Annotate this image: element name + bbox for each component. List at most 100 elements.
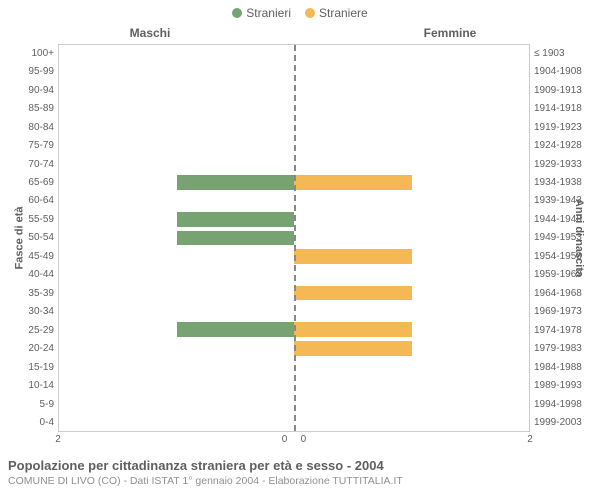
male-half	[59, 63, 294, 81]
male-half	[59, 155, 294, 173]
female-bar	[294, 341, 412, 356]
male-half	[59, 321, 294, 339]
x-tick: 0	[282, 434, 288, 445]
y-right-tick: 1999-2003	[534, 417, 600, 428]
section-title-male: Maschi	[0, 26, 300, 40]
x-tick: 0	[301, 434, 307, 445]
y-right-tick: 1949-1953	[534, 232, 600, 243]
female-half	[294, 229, 529, 247]
y-right-tick: 1944-1948	[534, 214, 600, 225]
female-half	[294, 100, 529, 118]
female-half	[294, 413, 529, 431]
female-half	[294, 394, 529, 412]
y-left-tick: 85-89	[0, 103, 54, 114]
y-left-tick: 45-49	[0, 251, 54, 262]
female-half	[294, 137, 529, 155]
y-left-tick: 25-29	[0, 325, 54, 336]
y-right-tick: 1964-1968	[534, 288, 600, 299]
y-left-tick: 5-9	[0, 399, 54, 410]
legend-female-label: Straniere	[319, 6, 368, 20]
male-half	[59, 100, 294, 118]
male-half	[59, 137, 294, 155]
y-left-tick: 35-39	[0, 288, 54, 299]
male-half	[59, 192, 294, 210]
section-titles: Maschi Femmine	[0, 26, 600, 44]
male-half	[59, 247, 294, 265]
center-divider	[294, 45, 296, 431]
female-bar	[294, 175, 412, 190]
male-half	[59, 266, 294, 284]
legend: Stranieri Straniere	[0, 0, 600, 26]
female-bar	[294, 286, 412, 301]
y-left-tick: 75-79	[0, 140, 54, 151]
y-right-tick: 1989-1993	[534, 380, 600, 391]
female-half	[294, 192, 529, 210]
y-left-tick: 20-24	[0, 343, 54, 354]
female-half	[294, 174, 529, 192]
x-tick: 2	[527, 434, 533, 445]
female-half	[294, 210, 529, 228]
female-bar	[294, 249, 412, 264]
y-left-tick: 10-14	[0, 380, 54, 391]
male-bar	[177, 231, 295, 246]
male-bar	[177, 212, 295, 227]
y-axis-left: 100+95-9990-9485-8980-8475-7970-7465-696…	[0, 44, 58, 432]
y-right-tick: 1994-1998	[534, 399, 600, 410]
female-half	[294, 247, 529, 265]
y-right-tick: 1939-1943	[534, 195, 600, 206]
y-left-tick: 80-84	[0, 122, 54, 133]
legend-female: Straniere	[305, 6, 368, 20]
female-half	[294, 339, 529, 357]
y-right-tick: 1919-1923	[534, 122, 600, 133]
y-right-tick: 1929-1933	[534, 159, 600, 170]
y-right-tick: 1984-1988	[534, 362, 600, 373]
female-bar	[294, 322, 412, 337]
y-left-tick: 30-34	[0, 306, 54, 317]
y-left-tick: 90-94	[0, 85, 54, 96]
female-half	[294, 321, 529, 339]
male-bar	[177, 322, 295, 337]
female-half	[294, 284, 529, 302]
y-right-tick: ≤ 1903	[534, 48, 600, 59]
y-right-tick: 1934-1938	[534, 177, 600, 188]
male-half	[59, 394, 294, 412]
y-right-tick: 1914-1918	[534, 103, 600, 114]
y-left-tick: 95-99	[0, 66, 54, 77]
male-half	[59, 45, 294, 63]
female-half	[294, 119, 529, 137]
female-half	[294, 45, 529, 63]
y-right-tick: 1974-1978	[534, 325, 600, 336]
y-left-tick: 40-44	[0, 269, 54, 280]
y-right-tick: 1969-1973	[534, 306, 600, 317]
male-half	[59, 119, 294, 137]
y-left-tick: 65-69	[0, 177, 54, 188]
male-half	[59, 210, 294, 228]
male-half	[59, 82, 294, 100]
y-right-tick: 1959-1963	[534, 269, 600, 280]
y-right-tick: 1979-1983	[534, 343, 600, 354]
chart-subtitle: COMUNE DI LIVO (CO) - Dati ISTAT 1° genn…	[8, 475, 592, 487]
male-bar	[177, 175, 295, 190]
section-title-female: Femmine	[300, 26, 600, 40]
female-half	[294, 357, 529, 375]
y-left-tick: 55-59	[0, 214, 54, 225]
male-half	[59, 284, 294, 302]
y-left-tick: 50-54	[0, 232, 54, 243]
legend-male: Stranieri	[232, 6, 291, 20]
y-left-tick: 70-74	[0, 159, 54, 170]
y-right-tick: 1954-1958	[534, 251, 600, 262]
y-left-tick: 15-19	[0, 362, 54, 373]
female-half	[294, 155, 529, 173]
legend-male-label: Stranieri	[246, 6, 291, 20]
y-right-tick: 1904-1908	[534, 66, 600, 77]
male-half	[59, 229, 294, 247]
female-half	[294, 266, 529, 284]
y-left-tick: 0-4	[0, 417, 54, 428]
legend-male-swatch	[232, 8, 242, 18]
x-axis: 2002	[58, 434, 530, 448]
male-half	[59, 357, 294, 375]
legend-female-swatch	[305, 8, 315, 18]
female-half	[294, 376, 529, 394]
female-half	[294, 63, 529, 81]
plot-area	[58, 44, 530, 432]
